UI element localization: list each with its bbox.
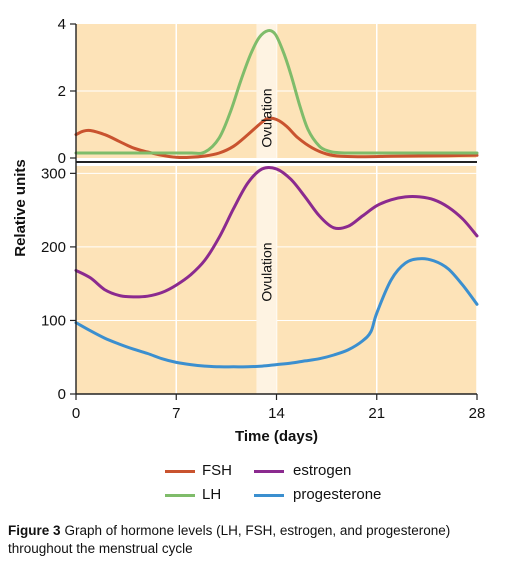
axes (70, 23, 478, 400)
ovulation-band-bottom (256, 166, 277, 394)
y-tick-label-0-bottom: 0 (58, 386, 66, 403)
x-tick-label-0: 0 (72, 405, 80, 422)
x-tick-label-7: 7 (172, 405, 180, 422)
ovulation-band (256, 24, 277, 394)
series-line-fsh (74, 116, 479, 160)
y-tick-label-200-bottom: 200 (41, 239, 66, 256)
legend-swatch-lh (165, 494, 195, 497)
figure-label: Figure 3 (8, 523, 61, 538)
y-tick-label-0-top: 0 (58, 150, 66, 167)
y-tick-label-300-bottom: 300 (41, 165, 66, 182)
x-tick-label-14: 14 (268, 405, 285, 422)
y-tick-label-4-top: 4 (58, 16, 66, 33)
legend-label-lh: LH (202, 486, 222, 503)
y-tick-label-100-bottom: 100 (41, 312, 66, 329)
legend-label-progesterone: progesterone (293, 486, 382, 503)
x-tick-label-21: 21 (368, 405, 385, 422)
series-line-progesterone (74, 257, 479, 369)
legend-label-fsh: FSH (202, 462, 232, 479)
ovulation-label-bottom: Ovulation (259, 242, 275, 301)
legend-swatch-fsh (165, 470, 195, 473)
figure-caption: Figure 3 Graph of hormone levels (LH, FSH… (8, 522, 500, 558)
series-line-lh (74, 29, 479, 155)
legend-swatch-progesterone (254, 494, 284, 497)
legend-label-estrogen: estrogen (293, 462, 352, 479)
ovulation-label-top: Ovulation (259, 88, 275, 147)
y-tick-label-2-top: 2 (58, 83, 66, 100)
caption-text: Graph of hormone levels (LH, FSH, estrog… (8, 523, 451, 556)
legend-swatch-estrogen (254, 470, 284, 473)
legend: FSH estrogen LH progesterone (0, 460, 506, 508)
y-axis-title: Relative units (12, 159, 29, 257)
series-line-estrogen (74, 165, 479, 299)
x-axis-title: Time (days) (235, 428, 318, 445)
series-lines (74, 29, 479, 369)
x-tick-label-28: 28 (469, 405, 486, 422)
